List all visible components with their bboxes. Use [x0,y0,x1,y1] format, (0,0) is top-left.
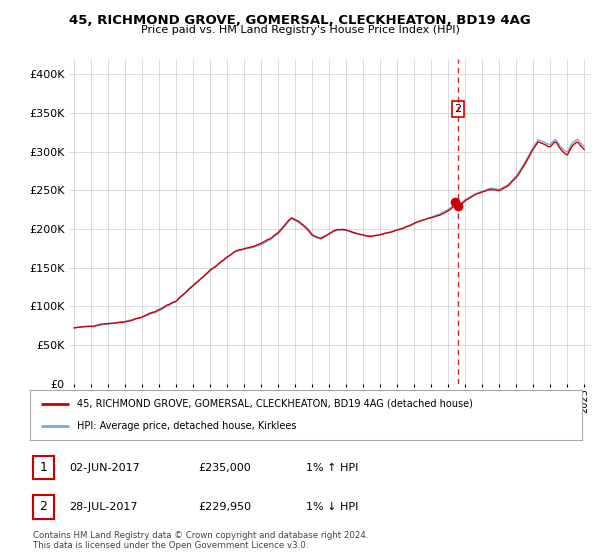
Text: Contains HM Land Registry data © Crown copyright and database right 2024.
This d: Contains HM Land Registry data © Crown c… [33,531,368,550]
Text: 1: 1 [40,461,47,474]
Text: HPI: Average price, detached house, Kirklees: HPI: Average price, detached house, Kirk… [77,421,296,431]
Text: 2: 2 [40,500,47,514]
Text: £235,000: £235,000 [198,463,251,473]
Text: 02-JUN-2017: 02-JUN-2017 [69,463,140,473]
Text: 1% ↓ HPI: 1% ↓ HPI [306,502,358,512]
Text: 28-JUL-2017: 28-JUL-2017 [69,502,137,512]
Text: 2: 2 [454,104,461,114]
Text: 45, RICHMOND GROVE, GOMERSAL, CLECKHEATON, BD19 4AG (detached house): 45, RICHMOND GROVE, GOMERSAL, CLECKHEATO… [77,399,473,409]
Text: 1% ↑ HPI: 1% ↑ HPI [306,463,358,473]
Text: 45, RICHMOND GROVE, GOMERSAL, CLECKHEATON, BD19 4AG: 45, RICHMOND GROVE, GOMERSAL, CLECKHEATO… [69,14,531,27]
Text: £229,950: £229,950 [198,502,251,512]
Text: Price paid vs. HM Land Registry's House Price Index (HPI): Price paid vs. HM Land Registry's House … [140,25,460,35]
